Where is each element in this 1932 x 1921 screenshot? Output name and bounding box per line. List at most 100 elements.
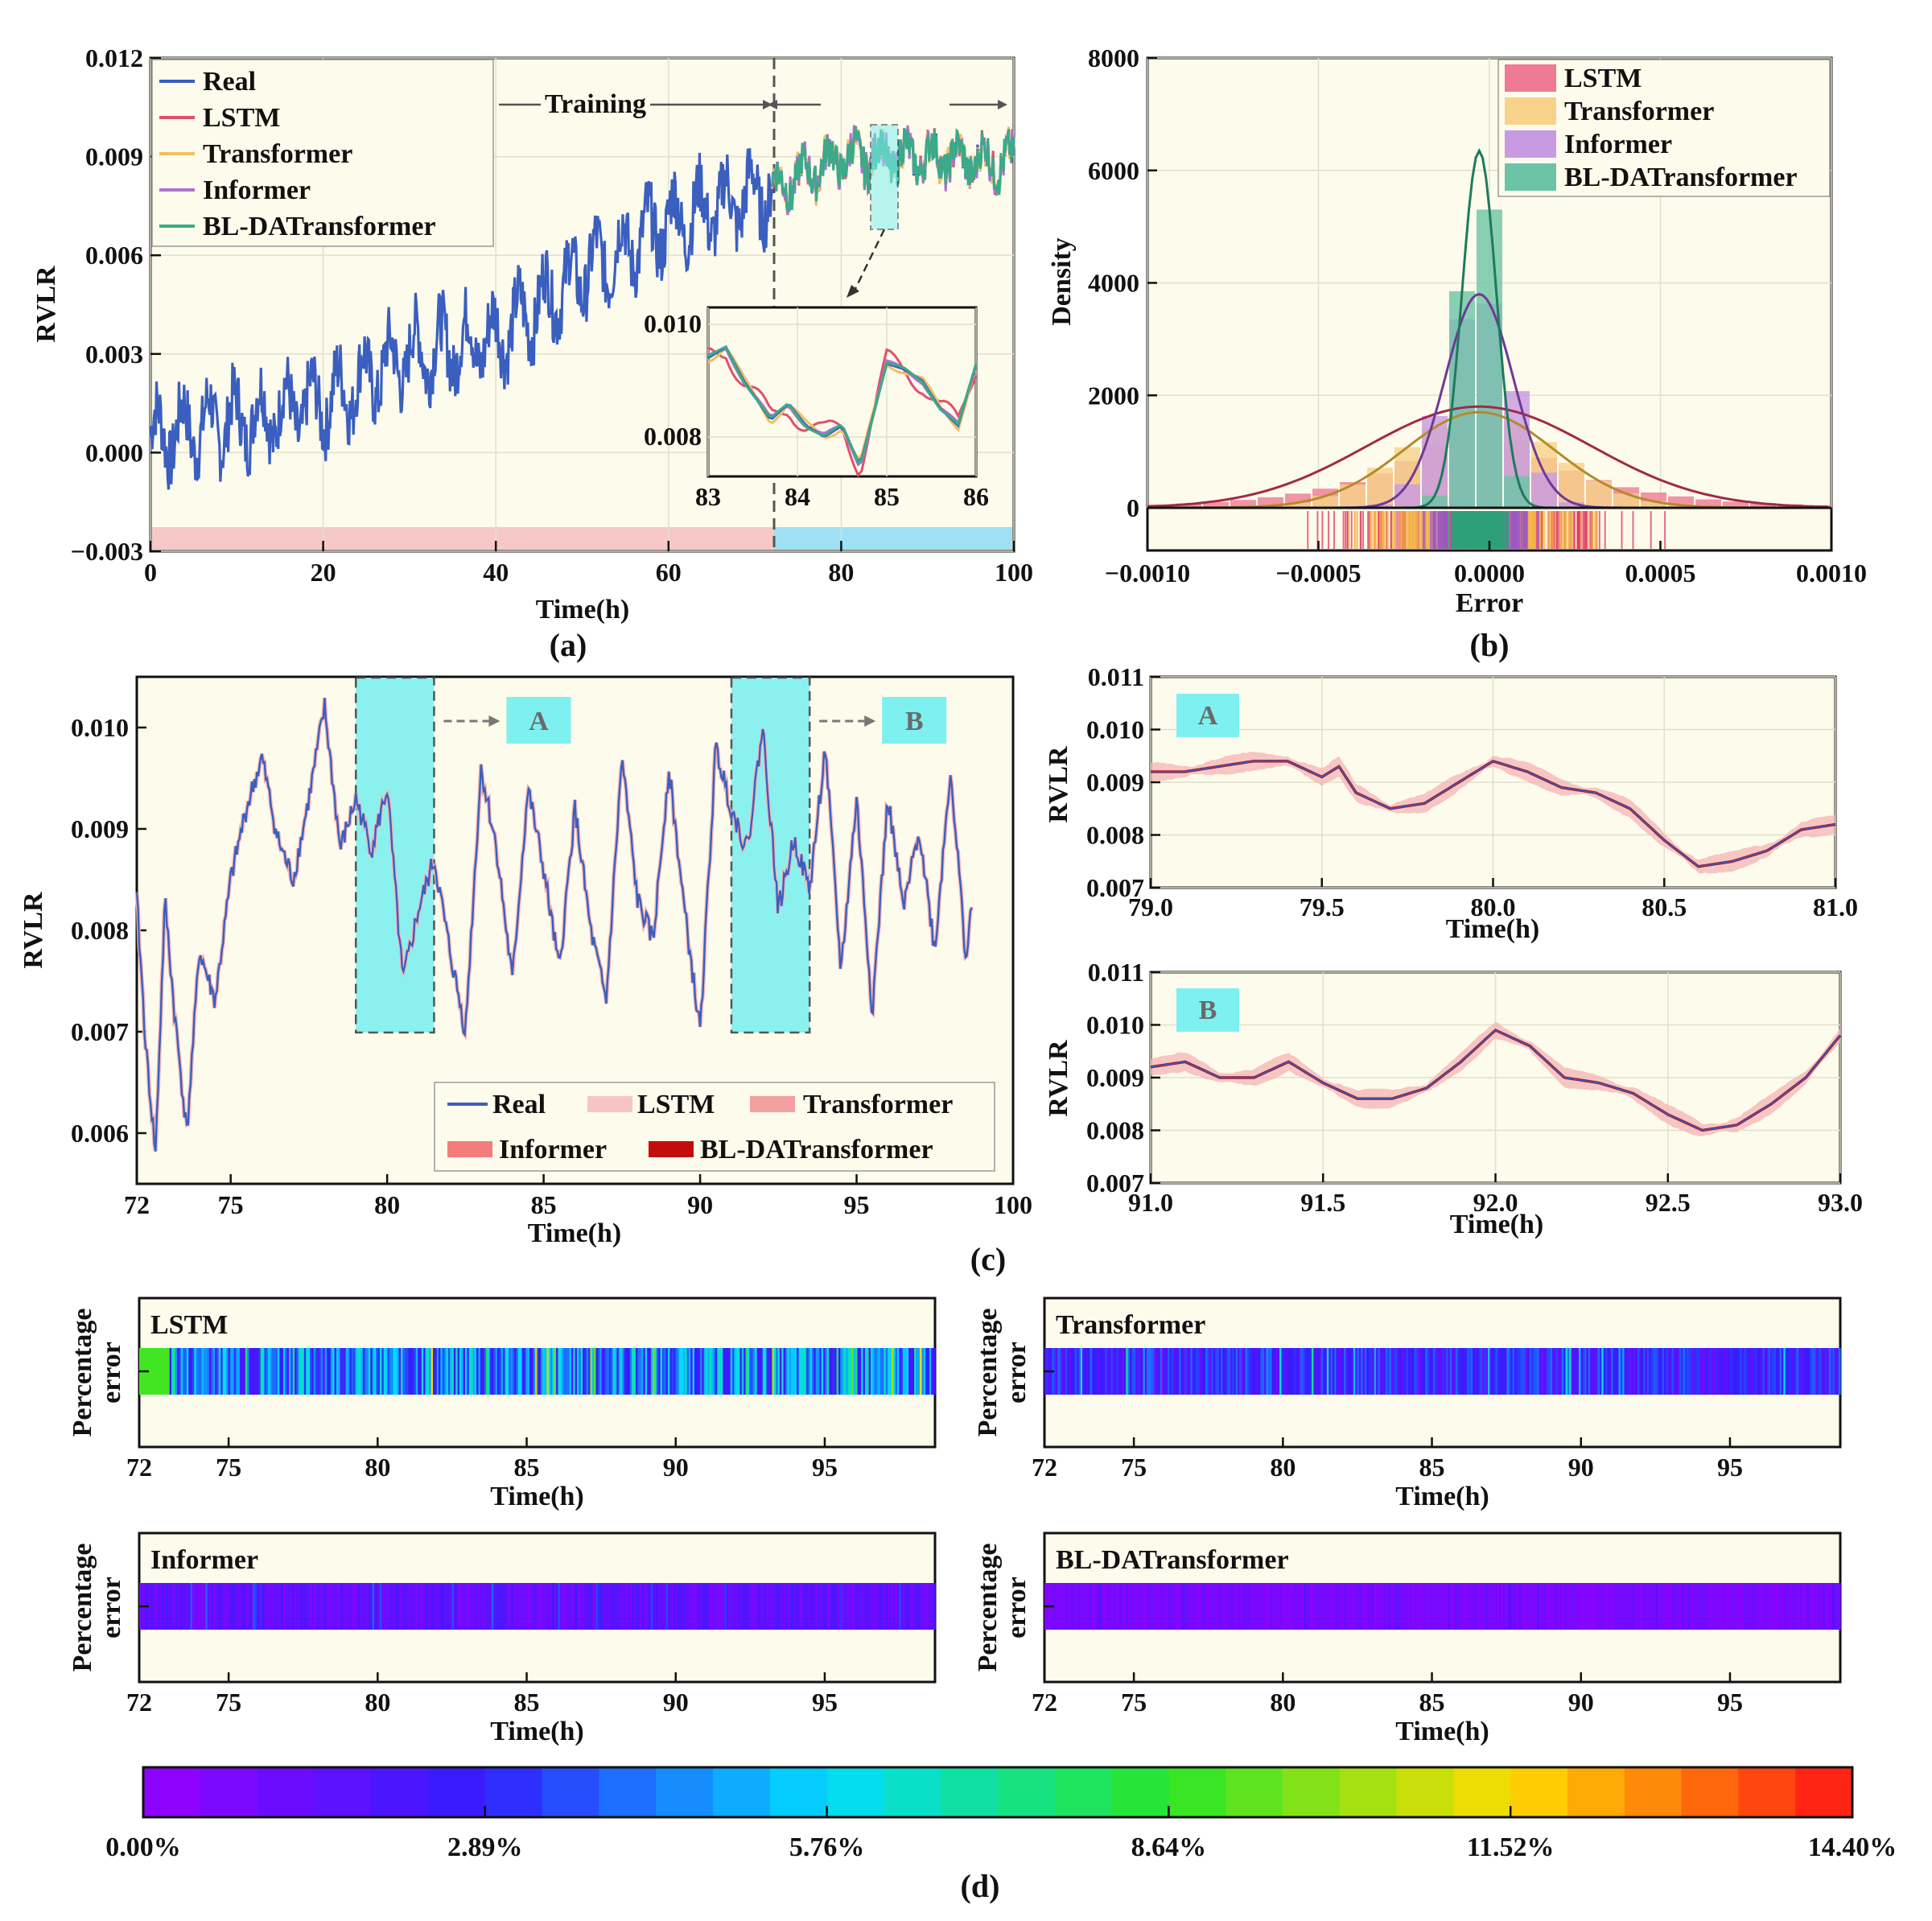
heatmap-cell [925,1348,929,1395]
heatmap-cell [542,1583,546,1630]
heatmap-cell [275,1583,278,1630]
heatmap-cell [1726,1348,1729,1395]
heatmap-ylabel-line2: error [97,1577,126,1639]
heatmap-cell [1073,1348,1076,1395]
heatmap-cell [900,1348,904,1395]
heatmap-cell [1207,1348,1210,1395]
heatmap-cell [1793,1583,1796,1630]
heatmap-cell [1376,1583,1379,1630]
heatmap-cell [1755,1583,1757,1630]
heatmap-cell [1586,1348,1589,1395]
tick-label-x: 85 [531,1190,557,1219]
heatmap-cell [1053,1348,1057,1395]
heatmap-cell [531,1348,534,1395]
tick-label-x: 72 [124,1190,150,1219]
heatmap-ylabel-line2: error [1002,1342,1032,1404]
heatmap-cell [1097,1348,1100,1395]
heatmap-cell [180,1348,183,1395]
heatmap-cell [1319,1583,1322,1630]
tick-label-x: 20 [311,558,336,587]
heatmap-cell [1176,1583,1180,1630]
panel-b-ylabel: Density [1047,237,1077,326]
heatmap-cell [1534,1583,1538,1630]
panel-b-label: (b) [1470,627,1510,663]
heatmap-title: BL-DATransformer [1056,1545,1289,1575]
heatmap-cell [1495,1348,1498,1395]
heatmap-cell [1385,1583,1388,1630]
heatmap-cell [330,1583,333,1630]
heatmap-cell [1696,1583,1699,1630]
heatmap-cell [1470,1583,1473,1630]
heatmap-cell [1421,1583,1424,1630]
heatmap-cell [1126,1583,1129,1630]
tick-label-x: 100 [995,558,1033,587]
heatmap-cell [752,1348,756,1395]
heatmap-cell [1489,1348,1493,1395]
heatmap-cell [1485,1583,1489,1630]
heatmap-cell [923,1348,926,1395]
heatmap-cell [751,1583,754,1630]
heatmap-cell [772,1583,775,1630]
heatmap-cell [1692,1348,1695,1395]
heatmap-cell [1267,1583,1271,1630]
heatmap-cell [1772,1583,1775,1630]
heatmap-cell [1217,1583,1220,1630]
heatmap-cell [612,1348,616,1395]
uncertainty-band [1151,1021,1840,1136]
heatmap-cell [1495,1583,1498,1630]
heatmap-cell [1410,1348,1413,1395]
heatmap-cell [867,1583,870,1630]
heatmap-cell [370,1583,373,1630]
heatmap-cell [1390,1583,1394,1630]
heatmap-cell [271,1348,274,1395]
heatmap-cell [1102,1348,1106,1395]
heatmap-cell [1707,1583,1711,1630]
heatmap-cell [200,1348,203,1395]
heatmap-cell [791,1583,793,1630]
heatmap-cell [1699,1348,1703,1395]
tick-label-x: 81.0 [1813,892,1858,921]
heatmap-cell [628,1348,631,1395]
heatmap-cell [1164,1348,1167,1395]
tick-label-x: 90 [687,1190,713,1219]
colorbar-tick-label: 11.52% [1467,1832,1555,1862]
heatmap-cell [432,1348,435,1395]
heatmap-cell [789,1348,792,1395]
heatmap-cell [1597,1583,1600,1630]
heatmap-cell [1056,1348,1059,1395]
heatmap-cell [245,1348,248,1395]
heatmap-cell [1419,1583,1423,1630]
heatmap-cell [1110,1348,1114,1395]
heatmap-cell [1123,1583,1127,1630]
heatmap-cell [654,1348,657,1395]
heatmap-cell [436,1583,439,1630]
heatmap-cell [1419,1348,1423,1395]
colorbar-cell [1738,1767,1796,1817]
heatmap-cell [927,1583,930,1630]
heatmap-cell [296,1348,299,1395]
heatmap-cell [641,1583,644,1630]
tick-label-x: 85 [514,1453,540,1482]
heatmap-cell [514,1583,517,1630]
legend-b-lstm: LSTM [1564,64,1642,93]
heatmap-cell [389,1583,392,1630]
heatmap-cell [1308,1583,1311,1630]
heatmap-cell [1332,1348,1335,1395]
heatmap-cell [359,1348,362,1395]
heatmap-cell [1230,1348,1233,1395]
heatmap-cell [1550,1348,1553,1395]
highlight-badge-label: A [529,707,549,736]
heatmap-cell [1312,1348,1314,1395]
heatmap-cell [1554,1348,1557,1395]
heatmap-cell [1537,1348,1540,1395]
heatmap-cell [1164,1583,1167,1630]
tick-label-x: 95 [1717,1688,1743,1717]
heatmap-cell [1457,1583,1460,1630]
heatmap-cell [594,1583,597,1630]
heatmap-cell [1168,1583,1171,1630]
heatmap-cell [1614,1348,1617,1395]
heatmap-cell [1629,1583,1633,1630]
heatmap-cell [313,1348,316,1395]
heatmap-cell [387,1583,390,1630]
